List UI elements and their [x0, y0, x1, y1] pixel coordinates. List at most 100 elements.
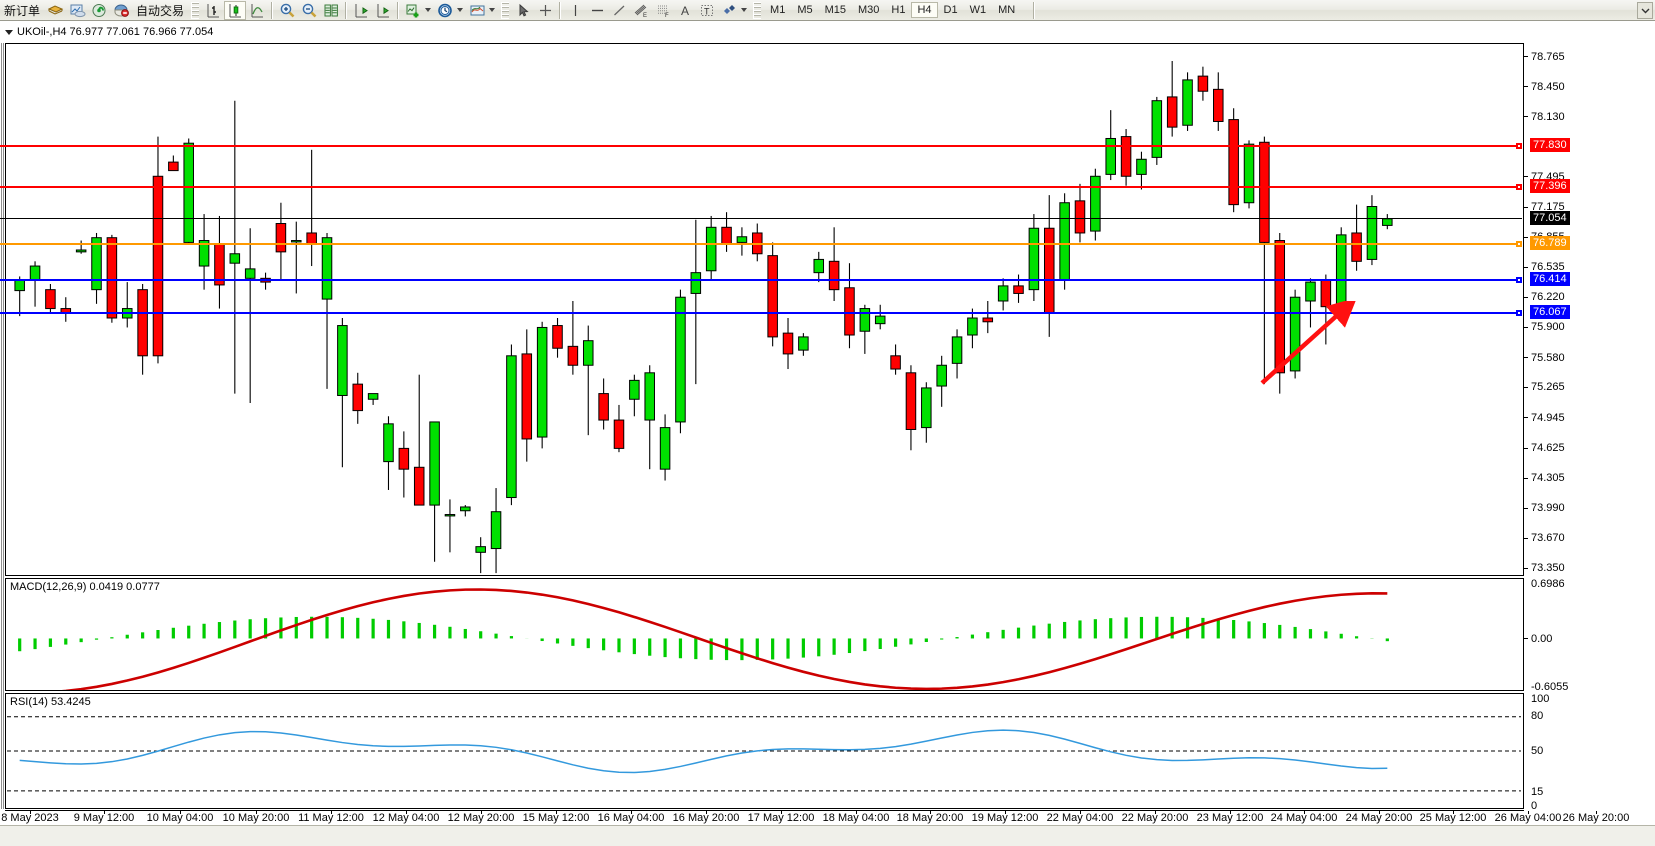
templates-icon[interactable] — [466, 1, 488, 20]
auto-trading-button[interactable]: 自动交易 — [136, 3, 185, 18]
vertical-line-icon[interactable] — [564, 1, 586, 20]
toolbar-grip[interactable] — [191, 1, 200, 19]
bar-chart-icon[interactable] — [202, 1, 224, 20]
support-line-76067-handle[interactable] — [1516, 309, 1522, 316]
rsi-tick: 50 — [1531, 745, 1544, 757]
timeframe-m15[interactable]: M15 — [824, 4, 846, 16]
timeframe-d1[interactable]: D1 — [943, 4, 958, 16]
resistance-line-77396-handle[interactable] — [1516, 184, 1522, 191]
price-tick: 73.990 — [1524, 502, 1565, 514]
macd-pane[interactable]: MACD(12,26,9) 0.0419 0.0777 — [5, 578, 1524, 691]
current-price-line-price-label[interactable]: 77.054 — [1530, 211, 1570, 226]
time-tick: 24 May 20:00 — [1345, 812, 1413, 824]
indicators-dropdown-caret[interactable] — [425, 8, 432, 12]
time-tick: 8 May 2023 — [1, 812, 59, 824]
time-tick: 26 May 04:00 — [1494, 812, 1562, 824]
support-line-76414[interactable] — [0, 276, 1522, 283]
toolbar-overflow-button[interactable] — [1637, 2, 1653, 19]
time-tick: 12 May 20:00 — [447, 812, 515, 824]
resistance-line-77830-handle[interactable] — [1516, 143, 1522, 150]
timeframe-m30[interactable]: M30 — [858, 4, 880, 16]
time-tick: 15 May 12:00 — [522, 812, 590, 824]
time-tick-mark — [631, 811, 632, 814]
equidistant-channel-icon[interactable]: E — [630, 1, 652, 20]
timeframe-w1[interactable]: W1 — [969, 4, 987, 16]
trend-arrow[interactable] — [1250, 301, 1360, 391]
price-tick: 75.580 — [1524, 352, 1565, 364]
time-tick: 17 May 12:00 — [747, 812, 815, 824]
time-axis[interactable]: 8 May 2023 9 May 12:00 10 May 04:00 10 May … — [1, 810, 1629, 825]
price-tick: 78.450 — [1524, 81, 1565, 93]
time-tick-mark — [556, 811, 557, 814]
rsi-tick: 80 — [1531, 710, 1544, 723]
toolbar-grip-2[interactable] — [501, 1, 510, 19]
support-line-76067-price-label[interactable]: 76.067 — [1530, 304, 1570, 319]
time-tick-mark — [1304, 811, 1305, 814]
zoom-in-icon[interactable] — [276, 1, 298, 20]
shapes-dropdown-caret[interactable] — [741, 8, 748, 12]
data-window-icon[interactable] — [66, 1, 88, 20]
price-axis[interactable]: 78.76578.45078.13077.49577.17576.85576.5… — [1524, 43, 1655, 576]
timeframe-m5[interactable]: M5 — [797, 4, 813, 16]
timeframe-mn[interactable]: MN — [998, 4, 1016, 16]
time-tick: 16 May 20:00 — [672, 812, 740, 824]
text-icon[interactable]: A — [674, 1, 696, 20]
indicators-icon[interactable] — [402, 1, 424, 20]
tile-windows-icon[interactable] — [320, 1, 342, 20]
wallet-icon[interactable] — [44, 1, 66, 20]
resistance-line-77830-price-label[interactable]: 77.830 — [1530, 138, 1570, 153]
text-label-icon[interactable]: T — [696, 1, 718, 20]
cursor-icon[interactable] — [512, 1, 534, 20]
trendline-icon[interactable] — [608, 1, 630, 20]
macd-label: MACD(12,26,9) 0.0419 0.0777 — [10, 581, 160, 593]
pivot-line-76789-price-label[interactable]: 76.789 — [1530, 236, 1570, 251]
chart-left-scale-grip[interactable] — [0, 43, 5, 809]
rsi-pane[interactable]: RSI(14) 53.4245 — [5, 693, 1524, 809]
auto-scroll-icon[interactable] — [372, 1, 394, 20]
time-tick-mark — [781, 811, 782, 814]
macd-tick: 0.00 — [1524, 633, 1552, 645]
pivot-line-76789[interactable] — [0, 241, 1522, 248]
resistance-line-77830[interactable] — [0, 143, 1522, 150]
resistance-line-77396-price-label[interactable]: 77.396 — [1530, 179, 1570, 194]
price-pane[interactable] — [5, 43, 1524, 576]
toolbar-separator-5 — [1033, 1, 1036, 19]
new-order-button[interactable]: 新订单 — [4, 3, 41, 18]
time-tick: 18 May 20:00 — [896, 812, 964, 824]
timeframe-m1[interactable]: M1 — [770, 4, 786, 16]
macd-tick: 0.6986 — [1531, 578, 1565, 590]
support-line-76414-price-label[interactable]: 76.414 — [1530, 271, 1570, 286]
price-tick: 75.900 — [1524, 321, 1565, 333]
auto-trading-icon[interactable] — [110, 1, 132, 20]
time-tick-mark — [256, 811, 257, 814]
time-tick: 10 May 20:00 — [222, 812, 290, 824]
chart-menu-caret-icon[interactable] — [5, 29, 13, 35]
rsi-axis[interactable]: 100 80 50 15 0 — [1524, 693, 1655, 812]
timeframe-h4[interactable]: H4 — [911, 2, 938, 18]
horizontal-line-icon[interactable] — [586, 1, 608, 20]
candlestick-chart-icon[interactable] — [224, 0, 247, 20]
zoom-out-icon[interactable] — [298, 1, 320, 20]
price-tick: 78.130 — [1524, 111, 1565, 123]
time-tick-mark — [1155, 811, 1156, 814]
macd-axis[interactable]: 0.6986 0.00 -0.6055 — [1524, 578, 1655, 693]
timeframe-h1[interactable]: H1 — [891, 4, 906, 16]
resistance-line-77396[interactable] — [0, 184, 1522, 191]
price-tick: 74.305 — [1524, 472, 1565, 484]
time-tick-mark — [481, 811, 482, 814]
crosshair-icon[interactable] — [534, 1, 556, 20]
templates-dropdown-caret[interactable] — [489, 8, 496, 12]
current-price-line[interactable] — [0, 218, 1522, 220]
period-clock-icon[interactable] — [434, 1, 456, 20]
period-dropdown-caret[interactable] — [457, 8, 464, 12]
shapes-icon[interactable] — [718, 1, 740, 20]
line-chart-icon[interactable] — [246, 1, 268, 20]
chart-shift-icon[interactable] — [350, 1, 372, 20]
price-tick: 73.350 — [1524, 562, 1565, 574]
navigator-icon[interactable] — [88, 1, 110, 20]
support-line-76414-handle[interactable] — [1516, 276, 1522, 283]
pivot-line-76789-handle[interactable] — [1516, 241, 1522, 248]
fibonacci-icon[interactable]: F — [652, 1, 674, 20]
toolbar-grip-3[interactable] — [753, 1, 762, 19]
support-line-76067[interactable] — [0, 309, 1522, 316]
